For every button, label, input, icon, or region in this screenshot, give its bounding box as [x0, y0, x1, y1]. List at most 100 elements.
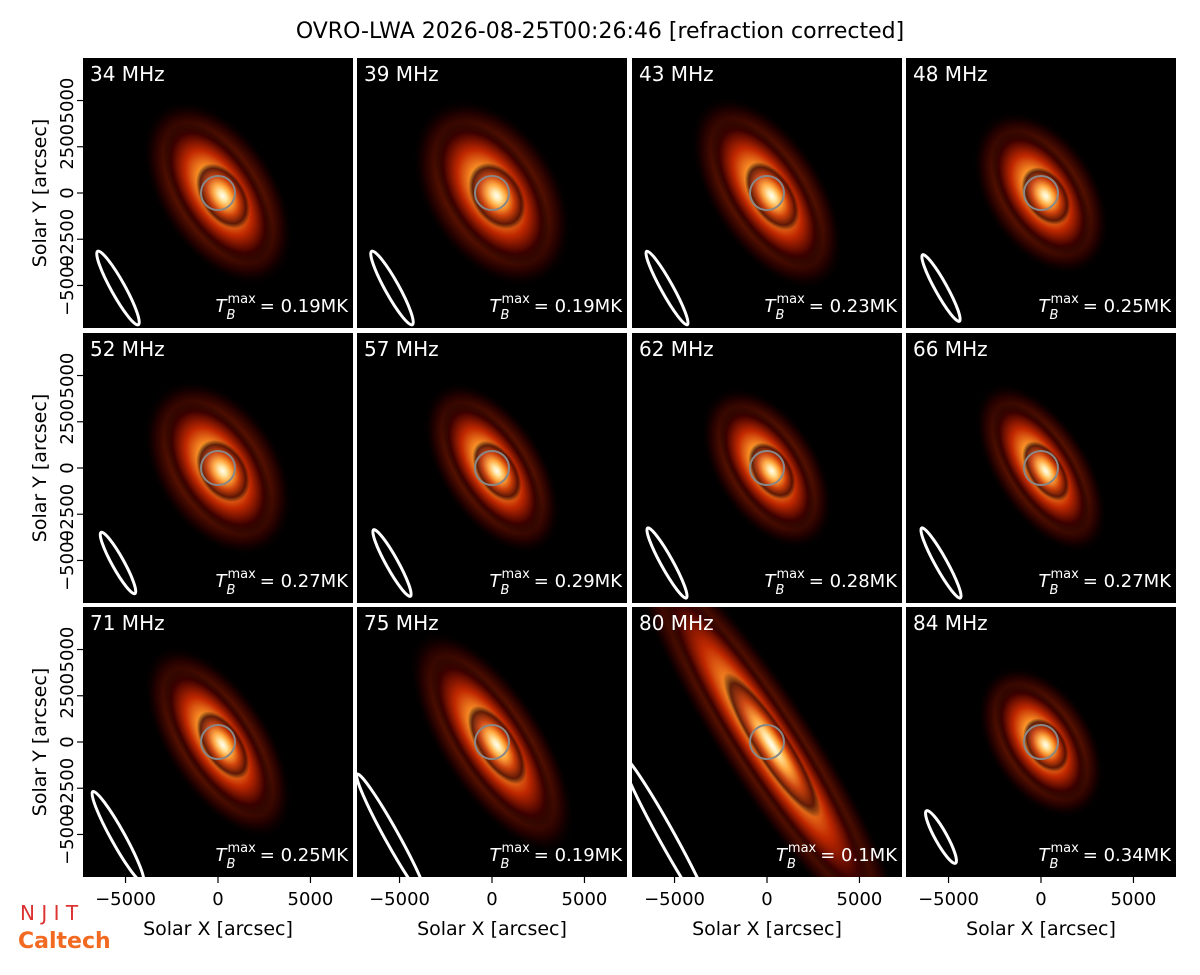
logo: N J I T: [20, 901, 79, 925]
emission-core: [748, 442, 796, 500]
solar-disk: [200, 724, 236, 760]
beam: [632, 752, 716, 877]
frequency-label: 43 MHz: [639, 62, 714, 86]
x-tick-label: 5000: [288, 889, 334, 910]
panel: 43 MHz TBmax = 0.23MK: [632, 58, 902, 328]
symbol: T: [490, 296, 503, 317]
x-tick-label: 0: [1035, 889, 1046, 910]
value-text: = 0.28MK: [809, 571, 898, 592]
panel: 39 MHz TBmax = 0.19MK: [357, 58, 627, 328]
image: [357, 629, 576, 877]
y-axis-label: Solar Y [arcsec]: [29, 668, 51, 816]
x-tick-label: −5000: [644, 889, 705, 910]
x-tick-label: 5000: [837, 889, 883, 910]
emission-core: [467, 705, 527, 785]
image: [371, 381, 561, 598]
y-tick-label: 2500: [57, 399, 78, 445]
solar-disk: [1023, 175, 1059, 211]
x-tick-label: −5000: [918, 889, 979, 910]
tb-max-annotation: TBmax = 0.34MK: [1039, 841, 1173, 872]
figure-title: OVRO-LWA 2026-08-25T00:26:46 [refraction…: [296, 19, 904, 44]
tb-max-annotation: TBmax = 0.25MK: [216, 841, 350, 872]
solar-disk: [200, 175, 236, 211]
beam: [919, 526, 963, 600]
tb-max-annotation: TBmax = 0.27MK: [216, 567, 350, 598]
value-text: = 0.1MK: [820, 845, 898, 866]
panel: 57 MHz TBmax = 0.29MK: [357, 333, 627, 603]
image: [919, 382, 1108, 600]
subscript: B: [501, 857, 510, 872]
frequency-label: 75 MHz: [364, 611, 439, 635]
superscript: max: [1050, 292, 1079, 307]
symbol: T: [216, 845, 229, 866]
superscript: max: [501, 567, 530, 582]
y-tick-label: −2500: [57, 209, 78, 270]
logo: Caltech: [18, 929, 111, 954]
superscript: max: [501, 292, 530, 307]
solar-disk: [474, 175, 510, 211]
emission-core: [1021, 167, 1071, 225]
beam: [98, 530, 138, 596]
superscript: max: [788, 841, 817, 856]
value-text: = 0.25MK: [260, 845, 349, 866]
beam: [357, 772, 429, 877]
panel: 84 MHz TBmax = 0.34MK −5000 0 5000 Solar X [ar…: [906, 607, 1176, 940]
x-tick-label: 0: [212, 889, 223, 910]
y-tick-label: −5000: [57, 804, 78, 865]
symbol: T: [490, 845, 503, 866]
image: [920, 110, 1110, 323]
emission-core: [723, 672, 821, 818]
beam: [90, 789, 146, 877]
y-tick-label: 0: [57, 462, 78, 473]
x-axis-label: Solar X [arcsec]: [966, 918, 1116, 940]
y-tick-label: −2500: [57, 484, 78, 545]
subscript: B: [776, 308, 785, 323]
panel: 62 MHz TBmax = 0.28MK: [632, 333, 902, 603]
emission-core: [472, 440, 522, 502]
value-text: = 0.34MK: [1083, 845, 1172, 866]
emission-core: [196, 163, 250, 229]
beam: [371, 528, 413, 598]
subscript: B: [1050, 583, 1059, 598]
beam: [924, 809, 958, 865]
frequency-label: 80 MHz: [639, 611, 714, 635]
beam: [95, 249, 141, 327]
value-text: = 0.27MK: [260, 571, 349, 592]
image: [632, 607, 902, 877]
solar-disk: [474, 724, 510, 760]
symbol: T: [1039, 571, 1052, 592]
frequency-label: 84 MHz: [913, 611, 988, 635]
y-tick-label: −2500: [57, 758, 78, 819]
value-text: = 0.19MK: [534, 845, 623, 866]
symbol: T: [765, 571, 778, 592]
subscript: B: [227, 857, 236, 872]
panel: 66 MHz TBmax = 0.27MK: [906, 333, 1176, 603]
solar-disk: [749, 724, 785, 760]
image: [90, 645, 293, 877]
tb-max-annotation: TBmax = 0.27MK: [1039, 567, 1173, 598]
x-axis-label: Solar X [arcsec]: [417, 918, 567, 940]
frequency-label: 39 MHz: [364, 62, 439, 86]
x-tick-label: 0: [761, 889, 772, 910]
y-tick-label: 0: [57, 736, 78, 747]
frequency-label: 48 MHz: [913, 62, 988, 86]
value-text: = 0.27MK: [1083, 571, 1172, 592]
symbol: T: [490, 571, 503, 592]
x-axis-label: Solar X [arcsec]: [143, 918, 293, 940]
frequency-label: 62 MHz: [639, 337, 714, 361]
beam: [645, 526, 689, 600]
subscript: B: [501, 308, 510, 323]
image: [98, 379, 293, 596]
frequency-label: 57 MHz: [364, 337, 439, 361]
superscript: max: [227, 567, 256, 582]
value-text: = 0.19MK: [534, 296, 623, 317]
y-tick-label: 0: [57, 187, 78, 198]
frequency-label: 71 MHz: [90, 611, 165, 635]
y-tick-label: −5000: [57, 255, 78, 316]
x-tick-label: −5000: [369, 889, 430, 910]
subscript: B: [787, 857, 796, 872]
frequency-label: 52 MHz: [90, 337, 165, 361]
value-text: = 0.19MK: [260, 296, 349, 317]
image: [95, 99, 294, 327]
